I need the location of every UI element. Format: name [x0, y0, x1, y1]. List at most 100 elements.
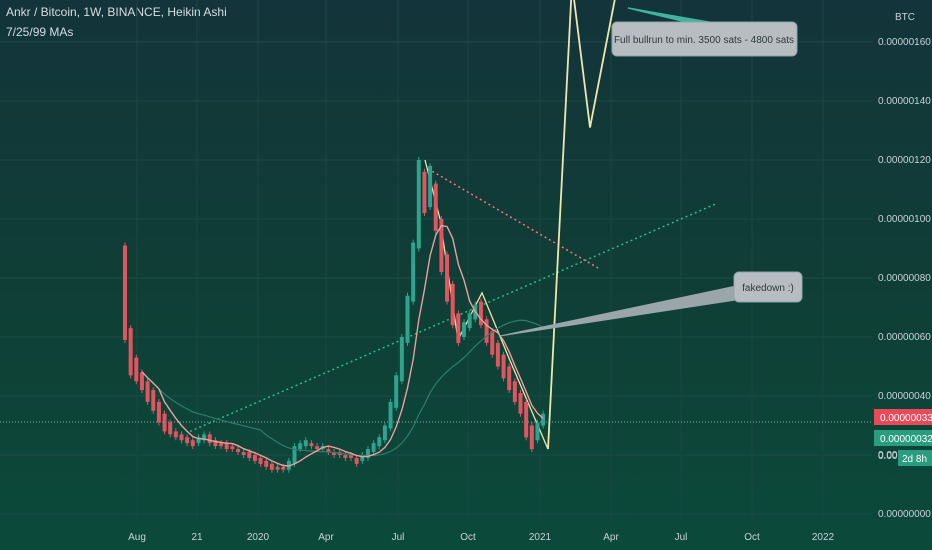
- candle-body: [332, 452, 337, 455]
- projection-line: [547, 0, 616, 450]
- bullrun-callout-box: [611, 21, 798, 57]
- candle-body: [394, 375, 399, 408]
- candle-body: [507, 366, 512, 391]
- candle-body: [360, 455, 365, 461]
- dotted-downtrend-line: [427, 168, 601, 270]
- candle-body: [134, 357, 139, 382]
- x-tick-label: 21: [191, 532, 203, 543]
- candles-layer: [123, 157, 546, 473]
- ma-short-line: [141, 224, 544, 467]
- zigzag-path-line: [424, 159, 549, 450]
- candle-body: [377, 437, 382, 447]
- candle-body: [405, 295, 410, 343]
- currency-label: BTC: [895, 12, 915, 23]
- x-tick-label: 2020: [247, 532, 270, 543]
- x-tick-label: Apr: [603, 532, 619, 543]
- candle-body: [535, 422, 540, 441]
- candle-body: [196, 437, 201, 444]
- candle-body: [202, 434, 207, 441]
- candle-body: [349, 455, 353, 458]
- x-tick-label: Jul: [392, 532, 405, 543]
- callouts-layer: Full bullrun to min. 3500 sats - 4800 sa…: [499, 7, 803, 337]
- candle-body: [292, 446, 297, 464]
- x-tick-label: Jul: [675, 532, 688, 543]
- candle-body: [281, 466, 286, 470]
- candle-body: [213, 440, 218, 447]
- candle-body: [173, 431, 178, 438]
- candle-body: [388, 401, 393, 429]
- candle-body: [264, 460, 269, 467]
- fakedown-callout-text: fakedown :): [742, 283, 794, 294]
- candle-body: [247, 452, 252, 458]
- candle-body: [518, 393, 523, 414]
- candle-body: [252, 455, 257, 461]
- candle-body: [416, 160, 421, 249]
- y-tick-label: 0.00000000: [878, 509, 931, 520]
- x-tick-label: Oct: [460, 532, 476, 543]
- candle-body: [168, 422, 173, 435]
- candle-body: [467, 313, 472, 329]
- candle-body: [315, 446, 320, 450]
- candle-body: [162, 413, 167, 432]
- candle-body: [495, 342, 500, 367]
- candle-body: [207, 434, 212, 444]
- candle-body: [365, 449, 370, 458]
- candle-body: [382, 425, 387, 441]
- candle-body: [371, 443, 376, 453]
- y-tick-label: 0.00000120: [878, 155, 931, 166]
- ma-long-line: [147, 319, 544, 457]
- price-label-red: 0.00000033: [880, 413, 932, 424]
- grid-layer: [0, 0, 872, 520]
- candle-body: [275, 466, 280, 470]
- y-axis: 0.000000000.000000200.000000400.00000060…: [874, 12, 932, 520]
- y-tick-label: 0.00000060: [878, 332, 931, 343]
- candle-body: [422, 171, 427, 214]
- partial-tick-label: 0.000: [878, 451, 903, 462]
- moving-averages-layer: [141, 224, 544, 467]
- candle-body: [478, 301, 483, 326]
- projection-layer: [547, 0, 616, 450]
- candle-body: [156, 401, 161, 423]
- candle-body: [456, 313, 461, 343]
- candle-body: [501, 354, 506, 379]
- candle-body: [445, 254, 450, 302]
- y-tick-label: 0.00000040: [878, 391, 931, 402]
- x-tick-label: Aug: [128, 532, 146, 543]
- y-tick-label: 0.00000080: [878, 273, 931, 284]
- candle-body: [529, 425, 534, 450]
- candle-body: [439, 219, 444, 273]
- candle-body: [399, 337, 404, 382]
- countdown-badge-bg: [898, 450, 932, 466]
- candle-body: [490, 331, 495, 355]
- candle-body: [298, 443, 303, 450]
- candle-body: [145, 381, 150, 402]
- x-tick-label: 2021: [529, 532, 552, 543]
- candle-body: [151, 390, 156, 411]
- candle-body: [433, 183, 438, 231]
- candle-body: [219, 443, 224, 447]
- candle-body: [343, 455, 348, 458]
- candle-body: [258, 457, 263, 464]
- candle-body: [139, 372, 144, 391]
- candle-body: [185, 437, 190, 444]
- indicator-label: 7/25/99 MAs: [6, 25, 74, 39]
- candle-body: [123, 245, 127, 340]
- candle-body: [269, 463, 274, 470]
- y-tick-label: 0.00000160: [878, 37, 931, 48]
- candle-body: [541, 413, 546, 426]
- fakedown-callout-box: [733, 271, 803, 303]
- candle-body: [428, 165, 433, 208]
- y-tick-label: 0.00000100: [878, 214, 931, 225]
- candle-body: [190, 440, 195, 447]
- candle-body: [484, 319, 489, 343]
- candle-body: [524, 401, 529, 438]
- price-label-green-bg: [874, 430, 932, 446]
- candle-body: [309, 443, 314, 447]
- candle-body: [354, 457, 359, 464]
- candle-body: [303, 440, 308, 447]
- fakedown-pointer: [499, 285, 737, 337]
- candle-body: [326, 449, 331, 453]
- candle-body: [179, 434, 184, 441]
- candle-body: [230, 446, 235, 450]
